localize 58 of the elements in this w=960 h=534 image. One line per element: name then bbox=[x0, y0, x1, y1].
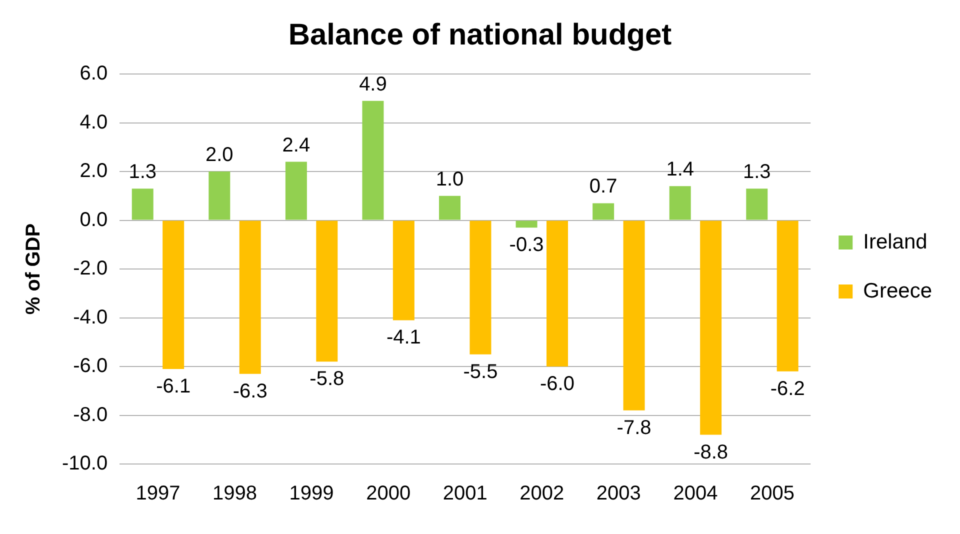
x-tick-label: 2000 bbox=[366, 482, 411, 505]
data-label: -0.3 bbox=[509, 234, 544, 256]
y-tick-label: -8.0 bbox=[73, 404, 108, 426]
y-tick-label: 6.0 bbox=[80, 62, 108, 85]
data-label: 1.0 bbox=[436, 168, 464, 190]
data-label: 4.9 bbox=[359, 73, 387, 96]
bar bbox=[208, 172, 230, 220]
chart-title: Balance of national budget bbox=[288, 18, 672, 52]
data-label: -7.8 bbox=[616, 416, 652, 439]
x-tick-label: 1999 bbox=[289, 482, 334, 505]
x-tick-label: 1997 bbox=[136, 482, 180, 505]
bar bbox=[516, 220, 538, 228]
bar bbox=[162, 220, 184, 369]
bar bbox=[623, 220, 645, 410]
x-tick-label: 2001 bbox=[442, 482, 488, 505]
data-label: 1.3 bbox=[742, 161, 771, 184]
data-label: -6.3 bbox=[232, 380, 268, 402]
data-label: -6.0 bbox=[540, 373, 574, 396]
y-tick-label: -4.0 bbox=[73, 306, 108, 328]
legend-label: Greece bbox=[863, 279, 932, 302]
data-label: 2.4 bbox=[282, 134, 310, 156]
data-label: 1.3 bbox=[128, 161, 157, 184]
bar bbox=[470, 220, 492, 354]
bar bbox=[285, 162, 307, 220]
y-tick-label: -2.0 bbox=[73, 258, 108, 280]
bar bbox=[392, 220, 414, 320]
bar bbox=[546, 220, 568, 366]
data-label: -6.1 bbox=[156, 375, 191, 398]
bar bbox=[362, 100, 384, 220]
bar bbox=[239, 220, 261, 374]
x-tick-label: 2003 bbox=[596, 482, 641, 505]
bar bbox=[592, 203, 614, 220]
data-label: 1.4 bbox=[666, 158, 694, 181]
x-tick-label: 2002 bbox=[520, 482, 564, 505]
x-tick-label: 2004 bbox=[673, 482, 718, 505]
bar bbox=[700, 220, 722, 435]
data-label: 0.7 bbox=[589, 176, 618, 198]
bar bbox=[439, 196, 461, 220]
data-label: -5.5 bbox=[463, 360, 498, 383]
data-label: -6.2 bbox=[770, 378, 805, 400]
bar bbox=[776, 220, 798, 372]
y-tick-label: 2.0 bbox=[80, 160, 108, 182]
bar bbox=[669, 186, 691, 220]
data-label: -5.8 bbox=[310, 368, 344, 390]
y-axis-title: % of GDP bbox=[22, 223, 45, 315]
y-tick-label: 0.0 bbox=[80, 208, 108, 231]
bar bbox=[132, 188, 154, 220]
y-tick-label: -10.0 bbox=[62, 452, 108, 475]
data-label: -4.1 bbox=[386, 326, 421, 349]
x-tick-label: 1998 bbox=[212, 482, 258, 505]
data-label: -8.8 bbox=[694, 441, 728, 464]
bar bbox=[316, 220, 338, 362]
data-label: 2.0 bbox=[206, 144, 234, 166]
legend-label: Ireland bbox=[863, 230, 928, 254]
y-tick-label: -6.0 bbox=[73, 355, 108, 378]
bar bbox=[746, 188, 768, 220]
y-tick-label: 4.0 bbox=[80, 111, 108, 134]
x-tick-label: 2005 bbox=[750, 482, 794, 505]
